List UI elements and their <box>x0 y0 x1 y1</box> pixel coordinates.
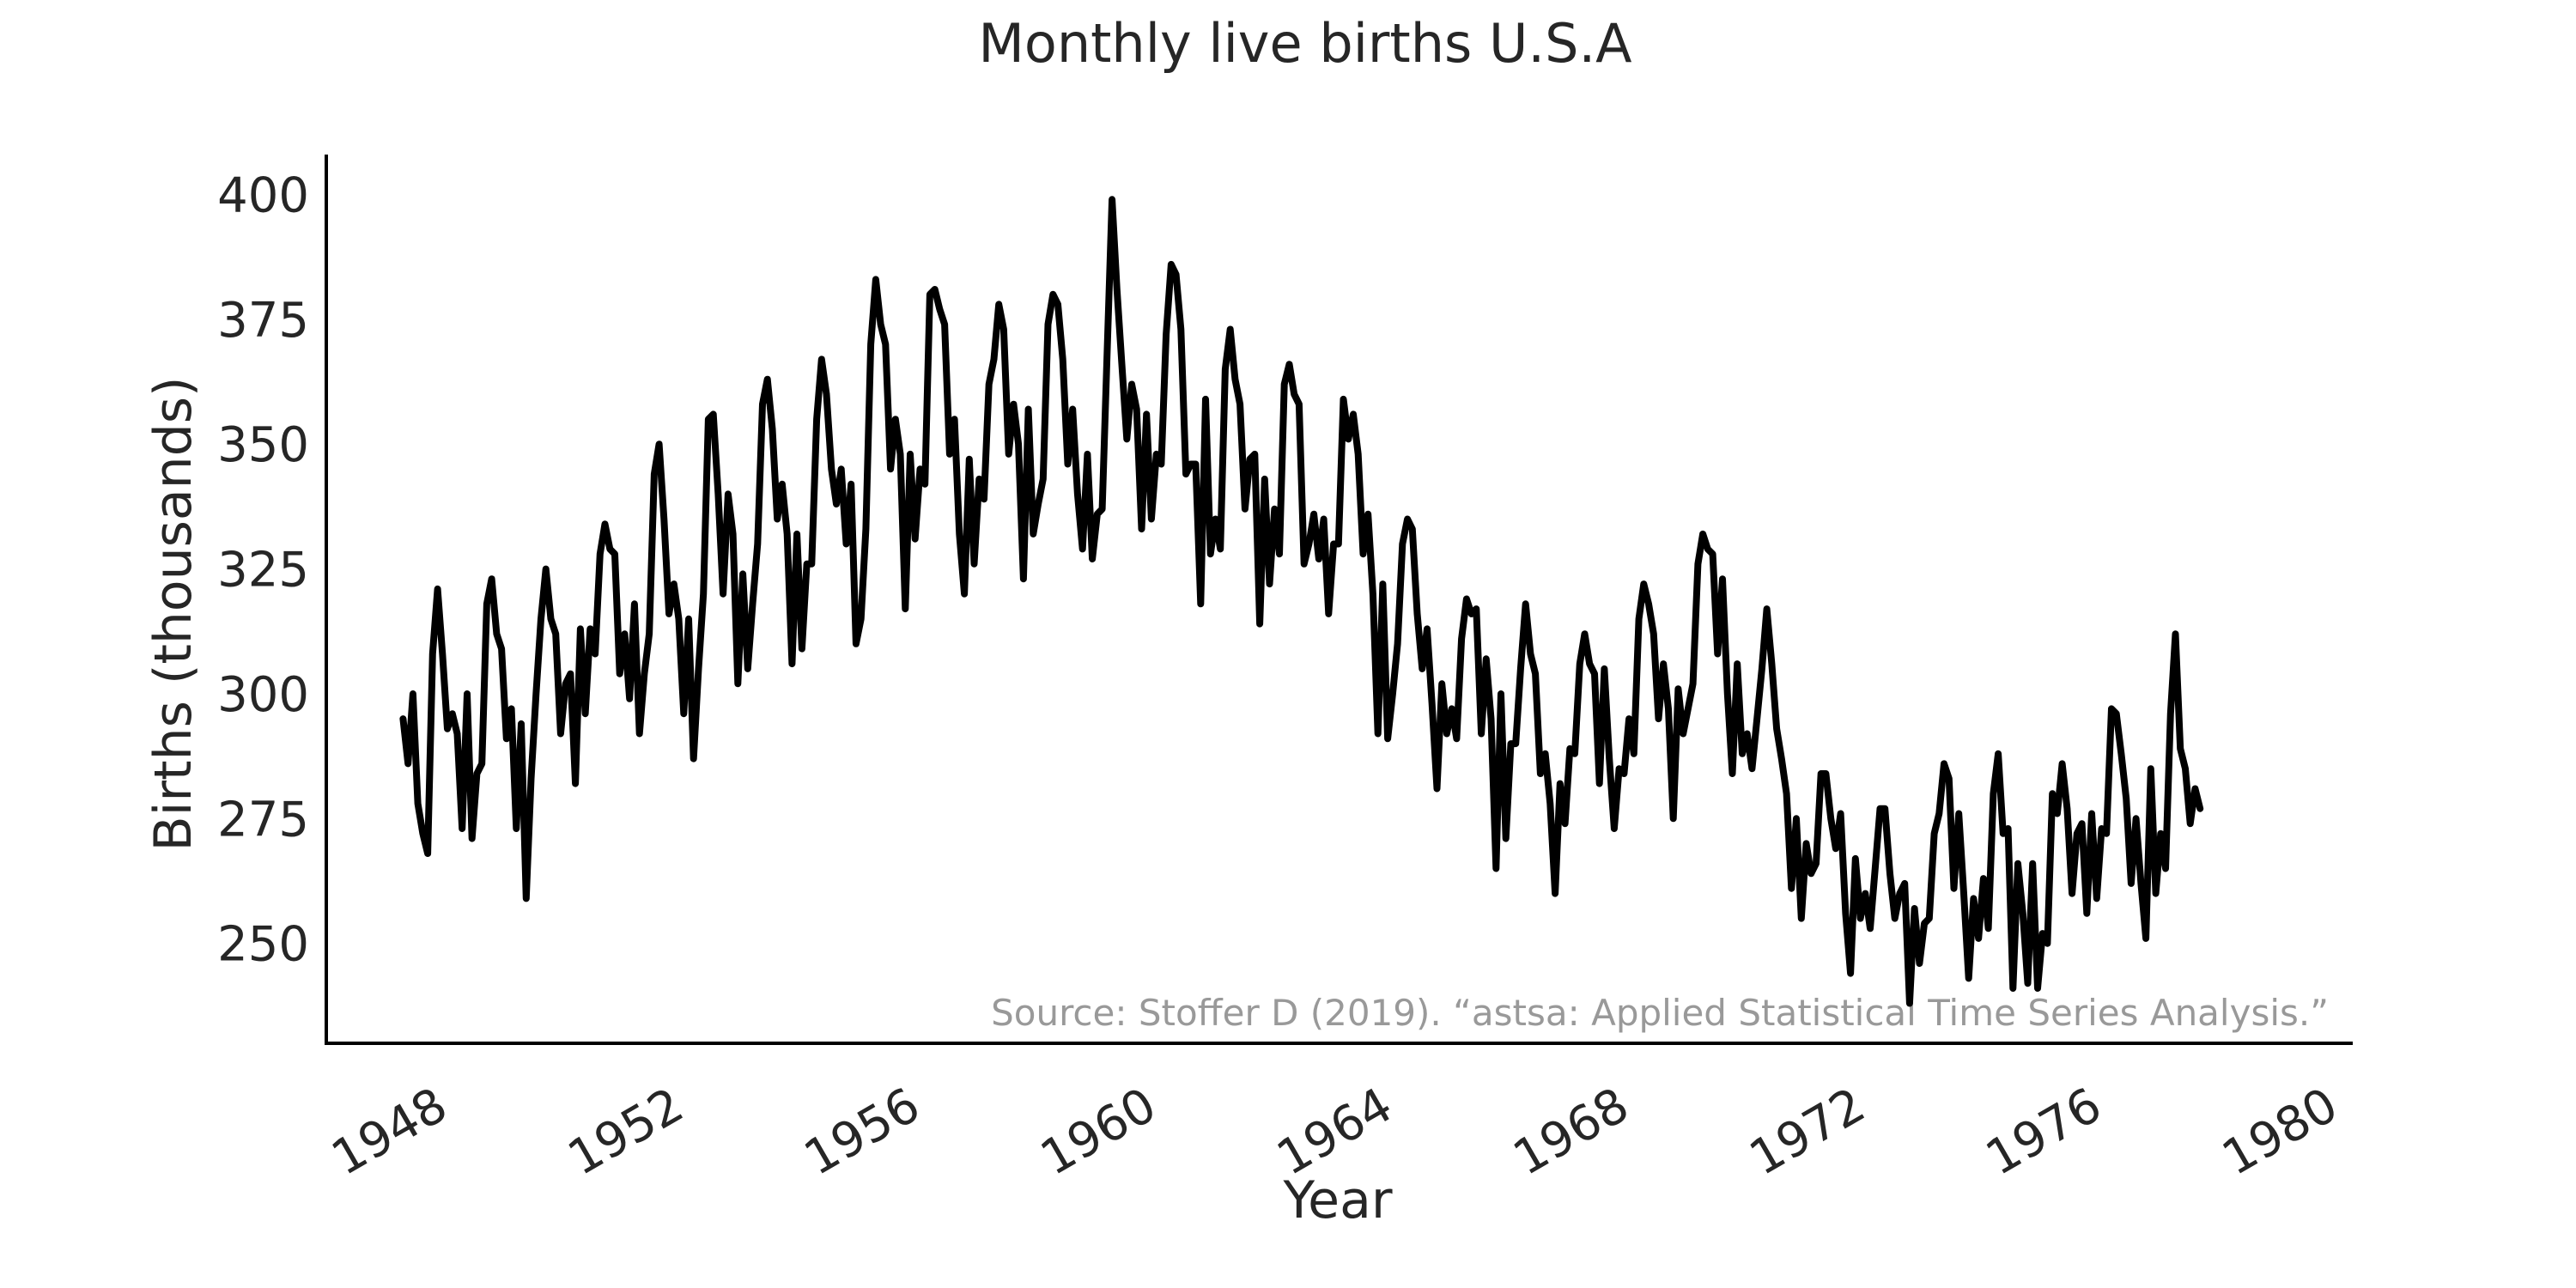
y-axis-ticks: 250 275 300 325 350 375 400 <box>217 168 309 973</box>
x-tick-label: 1980 <box>2213 1077 2347 1187</box>
x-tick-label: 1960 <box>1031 1077 1165 1187</box>
series-layer <box>399 196 2204 1007</box>
x-tick-label: 1956 <box>795 1077 929 1187</box>
series-line <box>399 196 2204 1007</box>
y-tick-label: 350 <box>217 417 309 473</box>
x-tick-label: 1952 <box>559 1077 693 1187</box>
y-tick-label: 275 <box>217 792 309 848</box>
y-tick-label: 325 <box>217 543 309 598</box>
y-axis-label: Births (thousands) <box>143 377 204 852</box>
source-annotation: Source: Stoffer D (2019). “astsa: Applie… <box>991 992 2329 1034</box>
y-tick-label: 300 <box>217 667 309 723</box>
x-tick-label: 1972 <box>1741 1077 1874 1187</box>
y-tick-label: 400 <box>217 168 309 224</box>
x-axis-label: Year <box>1282 1170 1392 1230</box>
x-tick-label: 1976 <box>1977 1077 2111 1187</box>
x-tick-label: 1948 <box>323 1077 457 1187</box>
y-tick-label: 250 <box>217 917 309 973</box>
x-tick-label: 1968 <box>1504 1077 1638 1187</box>
y-tick-label: 375 <box>217 293 309 349</box>
chart-title: Monthly live births U.S.A <box>978 12 1631 75</box>
